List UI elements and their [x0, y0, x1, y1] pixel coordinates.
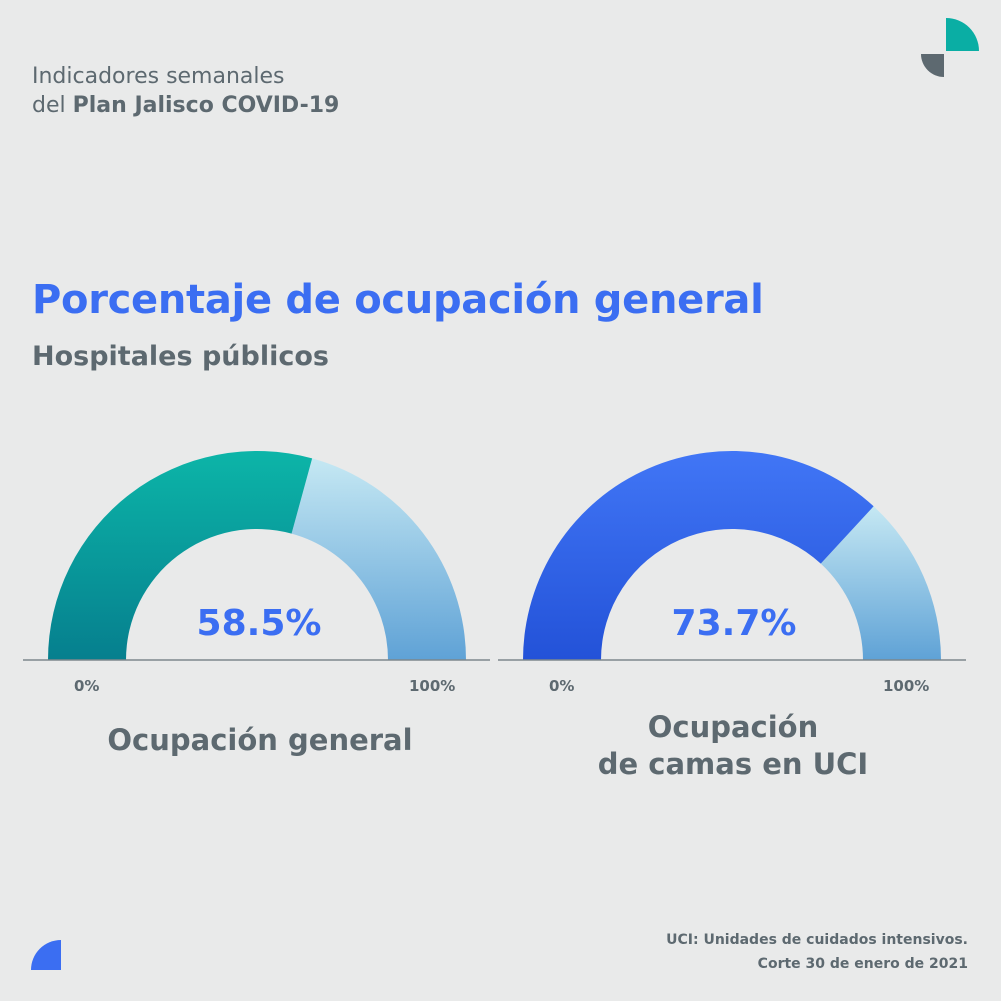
- gauge-uci-tick-max: 100%: [883, 677, 930, 695]
- gauge-uci-svg: [498, 450, 966, 661]
- gauge-uci: [495, 440, 975, 680]
- gauge-uci-remainder-arc: [820, 506, 941, 660]
- header-line-2-prefix: del: [32, 93, 73, 118]
- gauge-general-tick-max: 100%: [409, 677, 456, 695]
- header-plan-name: Plan Jalisco COVID-19: [72, 93, 340, 118]
- page-title: Porcentaje de ocupación general: [32, 277, 764, 323]
- gauge-general-label: Ocupación general: [60, 722, 460, 759]
- logo-quarter-icon: [31, 940, 61, 970]
- header-line-1: Indicadores semanales: [32, 64, 285, 89]
- header: Indicadores semanales del Plan Jalisco C…: [32, 62, 339, 120]
- footnote-line-2: Corte 30 de enero de 2021: [757, 956, 968, 972]
- gauge-uci-value: 73.7%: [671, 603, 797, 644]
- gauge-general-value-arc: [48, 451, 313, 660]
- gauge-uci-label-line-2: de camas en UCI: [597, 747, 869, 781]
- logo-mark-icon: [921, 18, 979, 77]
- gauge-general-tick-min: 0%: [74, 677, 100, 695]
- header-line-2: del Plan Jalisco COVID-19: [32, 91, 339, 120]
- gauge-uci-label: Ocupación de camas en UCI: [533, 709, 933, 783]
- gauge-general-remainder-arc: [291, 458, 466, 660]
- footnote: UCI: Unidades de cuidados intensivos. Co…: [666, 928, 968, 976]
- gauge-uci-tick-min: 0%: [549, 677, 575, 695]
- gauge-general-svg: [23, 451, 490, 661]
- gauge-general-value: 58.5%: [196, 603, 322, 644]
- footnote-line-1: UCI: Unidades de cuidados intensivos.: [666, 932, 968, 948]
- gauge-general-label-line-1: Ocupación general: [107, 723, 413, 757]
- gauge-general: [20, 440, 500, 680]
- gauge-uci-label-line-1: Ocupación: [647, 710, 819, 744]
- gauge-uci-value-arc: [523, 450, 874, 660]
- page-subtitle: Hospitales públicos: [32, 341, 329, 372]
